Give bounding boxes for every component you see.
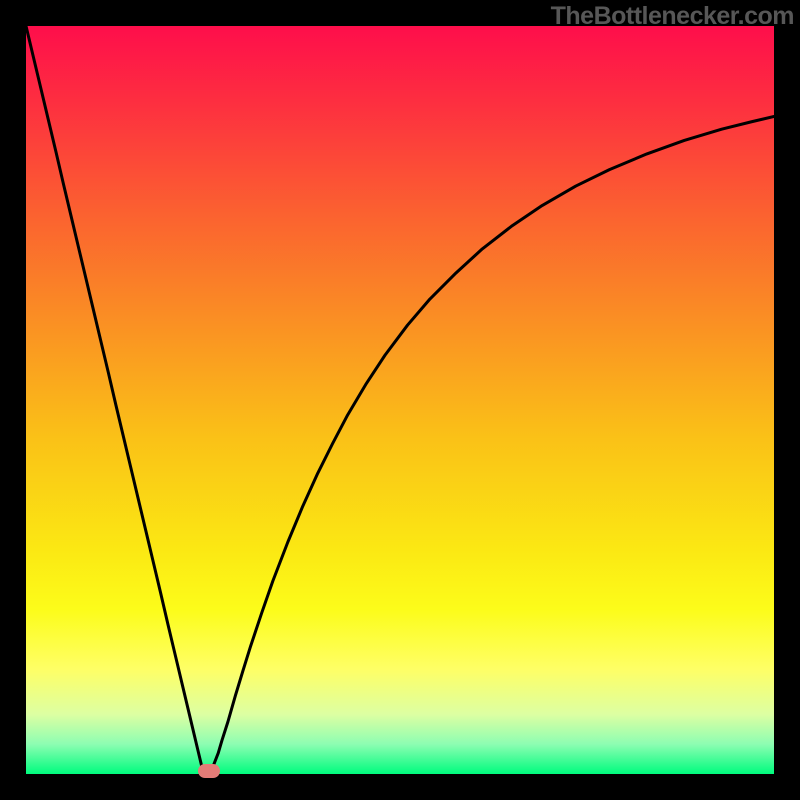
optimal-point-marker xyxy=(198,764,220,778)
chart-container: TheBottlenecker.com xyxy=(0,0,800,800)
bottleneck-curve xyxy=(26,26,774,774)
plot-area xyxy=(26,26,774,774)
watermark-text: TheBottlenecker.com xyxy=(551,2,794,31)
